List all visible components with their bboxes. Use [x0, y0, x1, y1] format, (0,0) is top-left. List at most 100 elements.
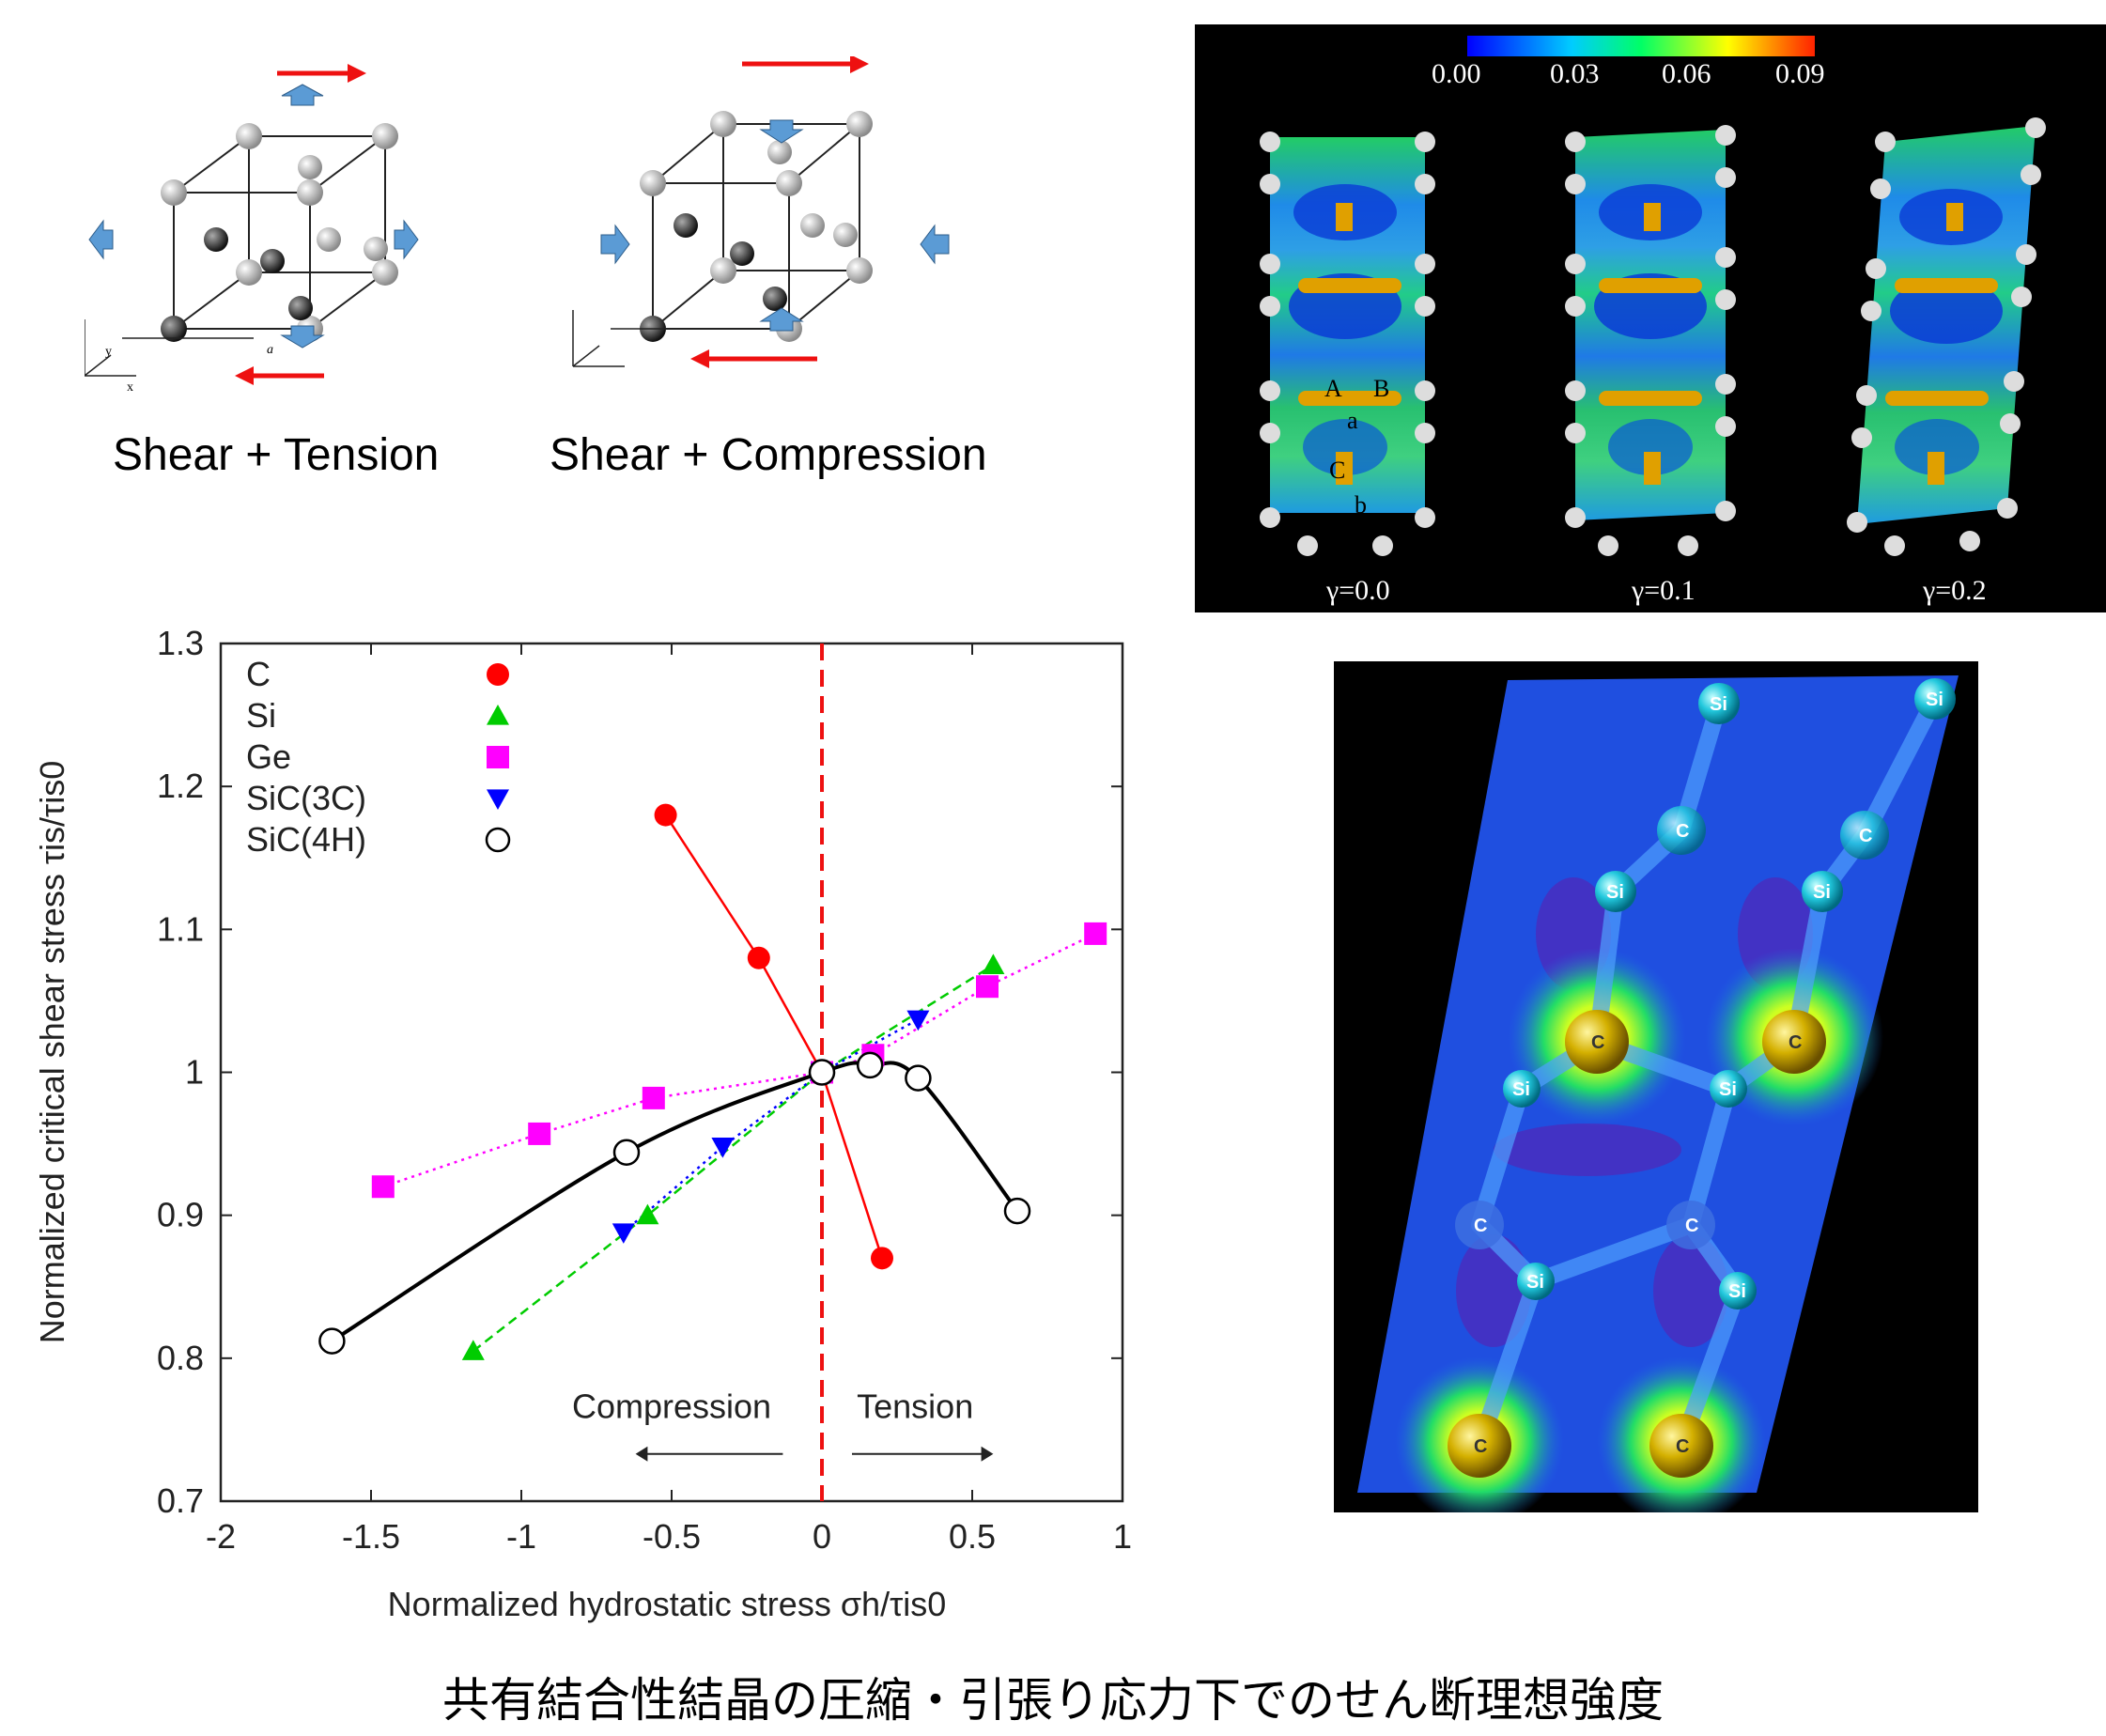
data-point-si [461, 1340, 485, 1360]
legend-label: Ge [246, 737, 291, 776]
data-point-sic-4h- [856, 1051, 884, 1079]
y-tick-label: 1 [185, 1053, 204, 1092]
y-tick-label: 0.9 [157, 1196, 204, 1234]
sic-crystal-image: Si Si Si Si Si Si Si Si C C C C C C C C [1357, 675, 1959, 1526]
data-point-ge [976, 975, 999, 999]
data-point-sic-3c- [906, 1010, 930, 1031]
strip-gamma-0.2 [1847, 117, 2046, 556]
stress-annotations: Compression Tension [572, 1387, 994, 1462]
si-atoms [1503, 678, 1956, 1310]
data-point-ge [371, 1175, 395, 1199]
colorbar-tick: 0.03 [1550, 58, 1600, 89]
lattice-diagrams: z y x a Shear + Tension Shear + Compress… [85, 56, 987, 480]
y-tick-label: 1.2 [157, 767, 204, 805]
y-tick-label: 0.8 [157, 1339, 204, 1377]
series-line-si [472, 964, 995, 1353]
atom-label-si: Si [1710, 694, 1727, 715]
data-point-sic-4h- [612, 1139, 641, 1166]
strip-gamma-0: A B a C b [1260, 132, 1435, 556]
data-point-c [871, 1247, 893, 1270]
data-point-sic-4h- [318, 1327, 346, 1355]
legend-label: SiC(4H) [246, 820, 366, 859]
shear-tension-cell [173, 135, 386, 330]
atom-label-si: Si [1719, 1079, 1737, 1100]
legend-label: SiC(3C) [246, 779, 366, 817]
legend-label: Si [246, 696, 276, 735]
atom-label-c: C [1789, 1032, 1802, 1053]
axis-y-label: y [105, 345, 112, 359]
caption-shear-tension: Shear + Tension [113, 430, 439, 480]
data-point-si [982, 953, 1005, 974]
c-atoms [1448, 806, 1889, 1478]
x-axis-label: Normalized hydrostatic stress σh/τis0 [388, 1585, 947, 1623]
shear-tension-arrows [88, 64, 419, 385]
site-label: b [1355, 491, 1367, 519]
series-line-sic-4h- [331, 1061, 1019, 1343]
x-tick-label: 1 [1113, 1517, 1132, 1556]
colorbar-tick: 0.09 [1775, 58, 1825, 89]
atom-label-c: C [1676, 821, 1689, 842]
x-tick-label: 0.5 [949, 1517, 996, 1556]
sic-crystal-panel: Si Si Si Si Si Si Si Si C C C C C C C C [1334, 661, 1978, 1526]
compression-arrowhead [635, 1446, 648, 1462]
series-markers [318, 803, 1107, 1360]
strip-gamma-0.1 [1565, 125, 1736, 556]
shear-compression-axes [572, 310, 742, 367]
site-label: a [1347, 407, 1358, 434]
x-tick-label: -1.5 [342, 1517, 400, 1556]
series-line-c [664, 814, 884, 1259]
shear-tension-atoms [161, 123, 398, 342]
atom-label-si: Si [1526, 1272, 1544, 1293]
data-point-c [747, 946, 770, 969]
strain-label: γ=0.1 [1631, 575, 1696, 606]
legend-label: C [246, 655, 271, 693]
data-point-ge [528, 1122, 551, 1145]
lattice-a-label: a [267, 343, 273, 357]
tension-label: Tension [857, 1387, 973, 1426]
data-point-ge [642, 1086, 665, 1109]
x-tick-label: 0 [813, 1517, 831, 1556]
site-label: A [1324, 375, 1342, 402]
plot-border [219, 642, 1124, 1503]
atom-label-si: Si [1728, 1281, 1746, 1302]
compression-label: Compression [572, 1387, 771, 1426]
atom-label-c: C [1685, 1216, 1698, 1236]
tick-labels: -2 -1.5 -1 -0.5 0 0.5 1 0.7 0.8 0.9 1 1.1 1.2 1.3 [157, 624, 1132, 1556]
y-tick-label: 1.3 [157, 624, 204, 662]
legend-marker [487, 705, 509, 725]
atom-label-si: Si [1813, 882, 1831, 903]
site-label: B [1373, 375, 1389, 402]
critical-shear-chart: -2 -1.5 -1 -0.5 0 0.5 10.70.80.911.11.21.3 CSi… [33, 624, 1132, 1623]
charge-density-panel: 0.00 0.03 0.06 0.09 A B a C b [1195, 24, 2106, 612]
atom-label-c: C [1474, 1436, 1487, 1457]
atom-label-c: C [1676, 1436, 1689, 1457]
y-tick-label: 0.7 [157, 1481, 204, 1520]
caption-shear-compression: Shear + Compression [550, 430, 987, 480]
data-point-sic-3c- [612, 1223, 635, 1244]
data-point-sic-4h- [1003, 1197, 1031, 1225]
axis-x-label: x [127, 380, 133, 395]
series-lines [331, 814, 1096, 1353]
shear-tension-axes [85, 319, 254, 377]
tension-arrowhead [981, 1446, 994, 1462]
strain-label: γ=0.2 [1922, 575, 1987, 606]
data-point-ge [1084, 922, 1107, 945]
shear-compression-arrows [600, 56, 950, 368]
x-tick-label: -1 [506, 1517, 536, 1556]
data-point-si [636, 1203, 659, 1225]
legend-marker [487, 663, 509, 686]
shear-compression-atoms [640, 111, 873, 342]
x-tick-label: -0.5 [643, 1517, 701, 1556]
data-point-sic-4h- [905, 1064, 932, 1092]
y-axis-label: Normalized critical shear stress τis/τis… [33, 761, 71, 1344]
plot-frame [219, 642, 1124, 1503]
strain-label: γ=0.0 [1325, 575, 1390, 606]
atom-label-c: C [1474, 1216, 1487, 1236]
data-point-sic-3c- [711, 1138, 735, 1158]
atom-label-c: C [1859, 826, 1872, 846]
data-point-sic-4h- [808, 1059, 836, 1086]
colorbar-tick: 0.06 [1662, 58, 1711, 89]
charge-density-image: 0.00 0.03 0.06 0.09 A B a C b [1260, 36, 2046, 606]
colorbar-tick: 0.00 [1432, 58, 1481, 89]
site-label: C [1329, 457, 1345, 484]
